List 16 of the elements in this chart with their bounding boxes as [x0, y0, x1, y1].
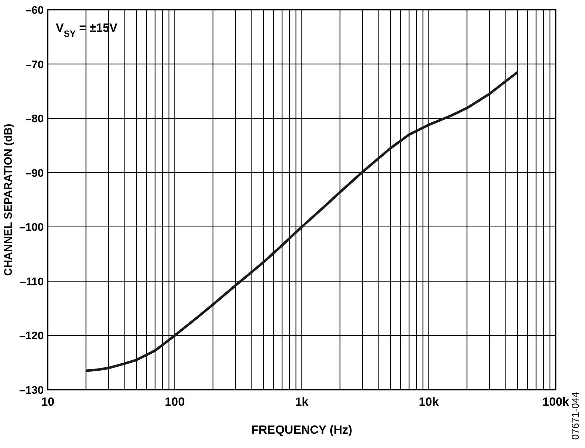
x-tick-label: 1k [295, 395, 309, 409]
y-tick-label: –130 [20, 385, 44, 397]
x-tick-label: 10 [41, 395, 55, 409]
x-tick-label: 100k [542, 395, 570, 409]
y-tick-label: –70 [26, 59, 44, 72]
y-tick-label: –100 [20, 222, 44, 234]
text: 07671-044 [571, 392, 582, 440]
y-tick-label: –120 [20, 330, 44, 343]
x-axis-title: FREQUENCY (Hz) [251, 423, 353, 437]
y-axis-title: CHANNEL SEPARATION (dB) [3, 124, 15, 276]
x-tick-label: 100 [164, 395, 186, 409]
x-tick-label: 10k [418, 395, 440, 409]
y-tick-label: –90 [26, 168, 44, 180]
y-tick-label: –80 [26, 114, 44, 126]
y-tick-label: –60 [26, 5, 44, 17]
y-tick-label: –110 [20, 276, 44, 288]
